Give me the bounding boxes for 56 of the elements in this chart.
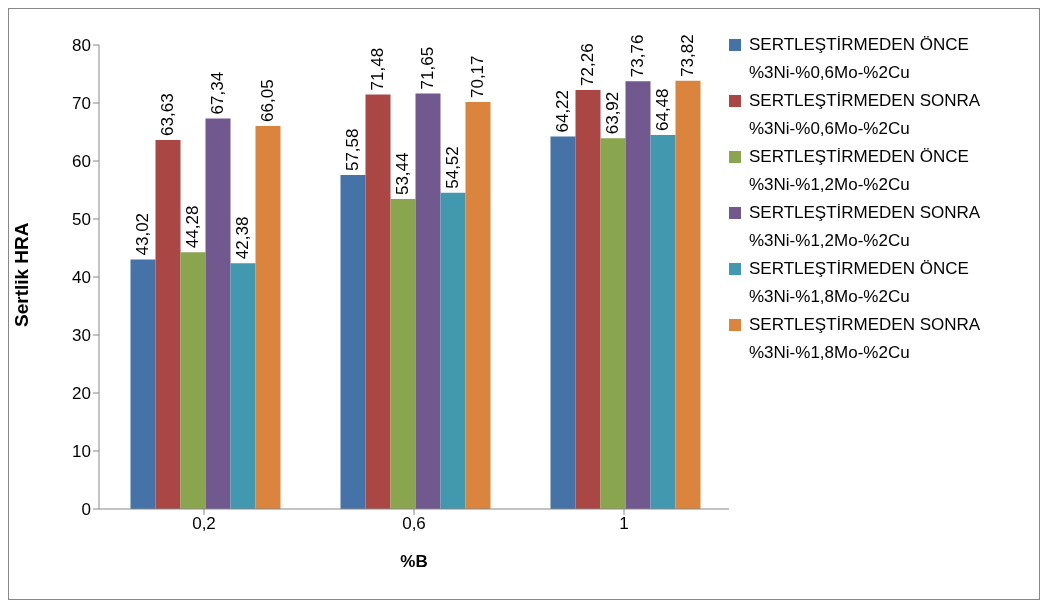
data-label: 72,26: [578, 43, 598, 86]
x-tick-label: 1: [619, 514, 629, 534]
y-axis-title: Sertlik HRA: [10, 222, 32, 327]
data-label: 71,65: [418, 46, 438, 90]
bar: [600, 138, 626, 509]
bar: [130, 259, 156, 509]
x-tick-label: 0,2: [192, 514, 216, 534]
x-tick-label: 0,6: [402, 514, 426, 534]
bar: [440, 192, 466, 509]
legend-label: SERTLEŞTİRMEDEN ÖNCE %3Ni-%0,6Mo-%2Cu: [749, 34, 970, 84]
y-tick-label: 30: [72, 326, 91, 346]
y-tick-label: 80: [72, 36, 91, 56]
bar: [365, 94, 391, 509]
data-label: 42,38: [233, 216, 253, 260]
y-tick-label: 50: [72, 210, 91, 230]
data-label: 53,44: [393, 152, 413, 196]
legend-label: SERTLEŞTİRMEDEN SONRA %3Ni-%0,6Mo-%2Cu: [749, 90, 981, 140]
y-tick-label: 0: [81, 500, 91, 520]
data-label: 66,05: [258, 79, 278, 122]
data-label: 57,58: [343, 128, 363, 172]
legend-label: SERTLEŞTİRMEDEN SONRA %3Ni-%1,2Mo-%2Cu: [749, 202, 981, 252]
data-label: 64,48: [653, 88, 673, 132]
bar: [415, 93, 441, 509]
bar: [180, 252, 206, 509]
bar: [575, 89, 601, 509]
bar: [550, 136, 576, 509]
bar: [675, 80, 701, 509]
bar: [340, 175, 366, 509]
bar: [650, 135, 676, 509]
bar: [255, 125, 281, 509]
y-tick-label: 10: [72, 442, 91, 462]
data-label: 73,76: [628, 34, 648, 78]
data-label: 71,48: [368, 47, 388, 91]
data-label: 44,28: [183, 205, 203, 249]
bar: [625, 81, 651, 509]
y-tick-label: 70: [72, 94, 91, 114]
y-tick-label: 20: [72, 384, 91, 404]
data-label: 67,34: [208, 71, 228, 115]
data-label: 43,02: [133, 212, 153, 256]
data-label: 70,17: [468, 55, 488, 99]
bar: [230, 263, 256, 509]
y-tick-label: 40: [72, 268, 91, 288]
data-label: 54,52: [443, 146, 463, 189]
bar: [205, 118, 231, 509]
legend-label: SERTLEŞTİRMEDEN ÖNCE %3Ni-%1,8Mo-%2Cu: [749, 258, 970, 308]
legend-label: SERTLEŞTİRMEDEN SONRA %3Ni-%1,8Mo-%2Cu: [749, 314, 981, 364]
legend-label: SERTLEŞTİRMEDEN ÖNCE %3Ni-%1,2Mo-%2Cu: [749, 146, 970, 196]
data-label: 73,82: [678, 34, 698, 77]
bar: [155, 139, 181, 509]
bar: [465, 102, 491, 509]
y-tick-label: 60: [72, 152, 91, 172]
data-label: 63,92: [603, 91, 623, 135]
data-label: 63,63: [158, 93, 178, 136]
x-axis-title: %B: [400, 552, 428, 571]
bar: [390, 199, 416, 509]
data-label: 64,22: [553, 89, 573, 133]
